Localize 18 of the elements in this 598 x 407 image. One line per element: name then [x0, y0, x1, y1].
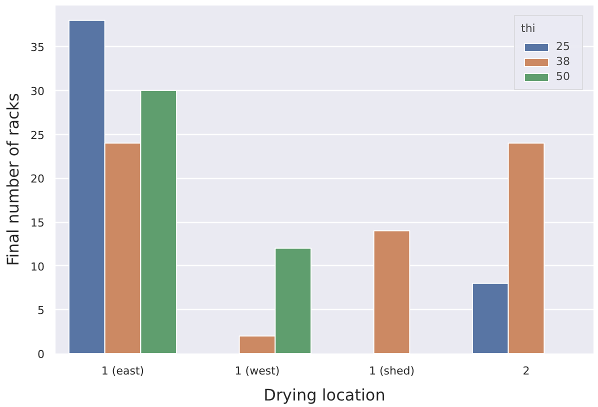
- x-axis-title: Drying location: [264, 386, 386, 404]
- x-tick-label: 1 (west): [234, 364, 280, 378]
- legend-label: 50: [556, 70, 571, 83]
- y-tick-label: 30: [30, 85, 45, 98]
- y-tick-label: 35: [30, 41, 45, 54]
- y-tick-label: 15: [30, 216, 45, 230]
- y-tick-label: 20: [30, 172, 45, 186]
- y-tick-label: 10: [30, 260, 45, 274]
- y-tick-label: 5: [38, 304, 44, 318]
- legend-label: 25: [556, 40, 571, 53]
- legend-title: thi: [521, 22, 536, 35]
- x-tick-label: 2: [522, 364, 530, 378]
- x-tick-label: 1 (east): [101, 364, 144, 378]
- y-tick-label: 0: [38, 348, 44, 361]
- x-tick-label: 1 (shed): [368, 364, 415, 378]
- y-axis-title: Final number of racks: [4, 93, 23, 266]
- legend-label: 38: [556, 55, 571, 68]
- y-tick-label: 25: [30, 128, 45, 142]
